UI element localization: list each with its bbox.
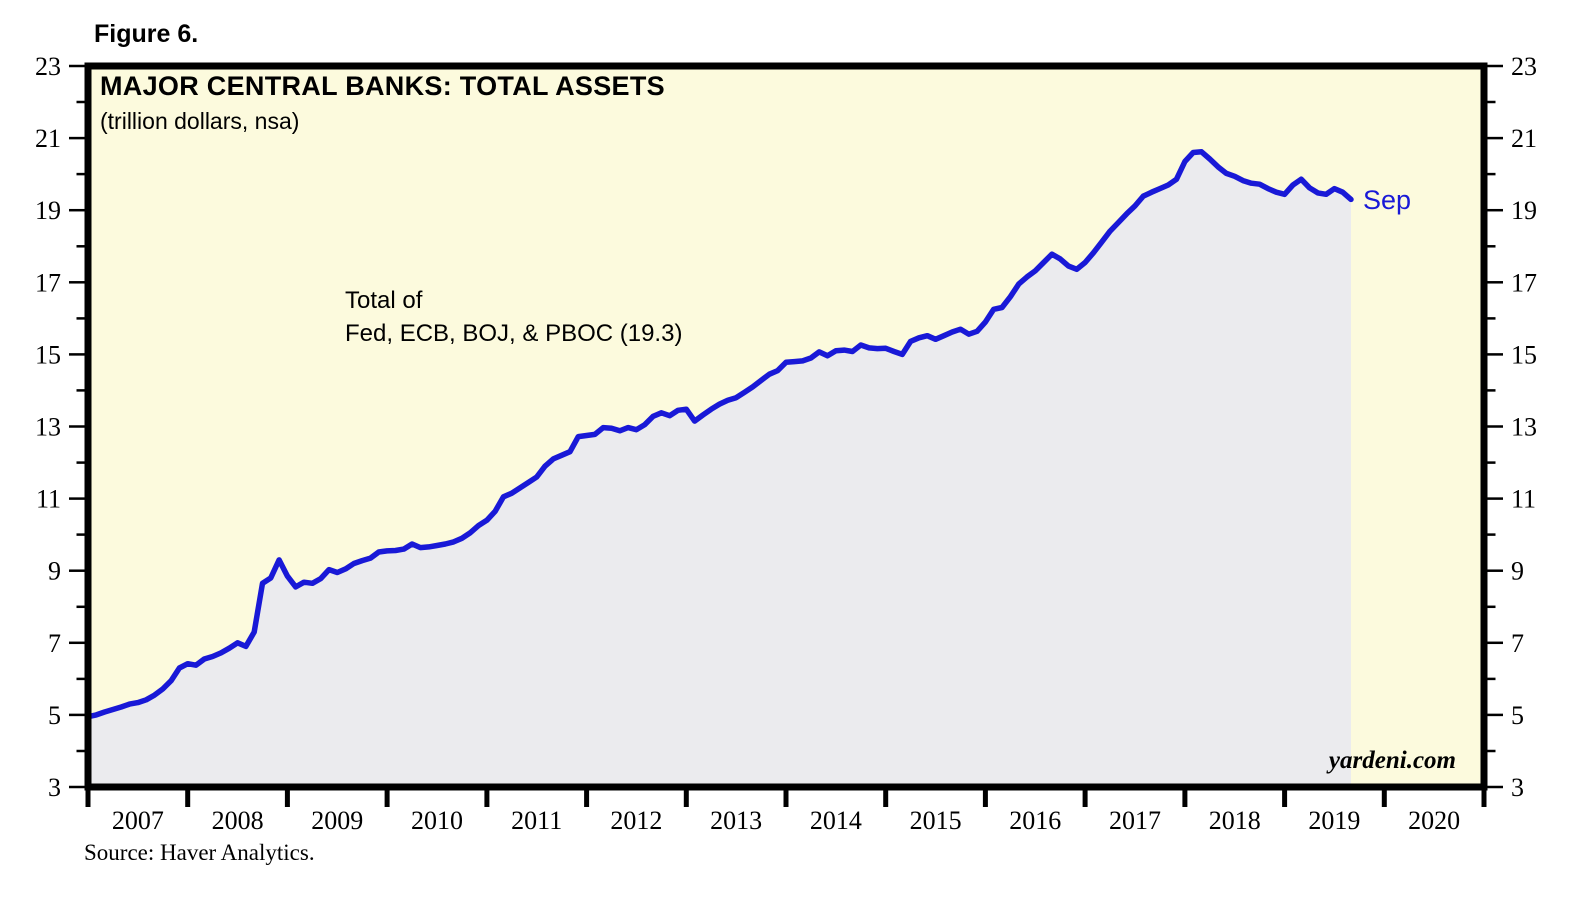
x-year-label: 2014 [810,806,862,835]
figure-label: Figure 6. [94,20,199,48]
source-note: Source: Haver Analytics. [84,840,315,865]
y-tick-label-right: 9 [1511,557,1524,586]
x-year-label: 2010 [411,806,463,835]
y-tick-label-right: 19 [1511,196,1537,225]
x-year-label: 2016 [1009,806,1061,835]
y-tick-label-right: 13 [1511,413,1537,442]
last-point-label: Sep [1363,185,1412,215]
series-annotation-line2: Fed, ECB, BOJ, & PBOC (19.3) [345,320,683,347]
y-tick-label-left: 15 [35,340,61,369]
y-tick-label-right: 17 [1511,268,1537,297]
series-annotation: Total of Fed, ECB, BOJ, & PBOC (19.3) [345,284,682,350]
x-year-label: 2012 [610,806,662,835]
title-block: MAJOR CENTRAL BANKS: TOTAL ASSETS (trill… [100,71,665,135]
data-line [85,149,1354,720]
y-tick-label-right: 15 [1511,340,1537,369]
watermark: yardeni.com [1328,747,1456,774]
y-tick-label-left: 7 [48,629,61,658]
x-year-label: 2013 [710,806,762,835]
x-year-label: 2011 [511,806,562,835]
x-year-label: 2019 [1308,806,1360,835]
y-tick-label-left: 17 [35,268,61,297]
x-year-label: 2008 [212,806,264,835]
y-tick-label-right: 3 [1511,773,1524,802]
y-tick-label-right: 7 [1511,629,1524,658]
x-year-label: 2020 [1408,806,1460,835]
y-tick-label-right: 23 [1511,52,1537,81]
chart-title: MAJOR CENTRAL BANKS: TOTAL ASSETS [100,71,665,101]
chart-subtitle: (trillion dollars, nsa) [100,108,300,134]
y-tick-label-left: 11 [36,485,61,514]
y-tick-label-right: 5 [1511,701,1524,730]
y-tick-label-right: 21 [1511,124,1537,153]
x-year-label: 2015 [910,806,962,835]
x-year-label: 2017 [1109,806,1161,835]
y-tick-label-left: 5 [48,701,61,730]
y-tick-label-left: 3 [48,773,61,802]
plot-border [84,62,1488,791]
area-fill [88,151,1351,788]
y-tick-label-left: 9 [48,557,61,586]
x-year-label: 2007 [112,806,164,835]
x-year-label: 2018 [1209,806,1261,835]
y-tick-label-left: 19 [35,196,61,225]
y-tick-label-left: 23 [35,52,61,81]
y-tick-label-right: 11 [1511,485,1536,514]
y-tick-label-left: 21 [35,124,61,153]
x-year-label: 2009 [311,806,363,835]
y-tick-label-left: 13 [35,413,61,442]
series-annotation-line1: Total of [345,287,423,314]
